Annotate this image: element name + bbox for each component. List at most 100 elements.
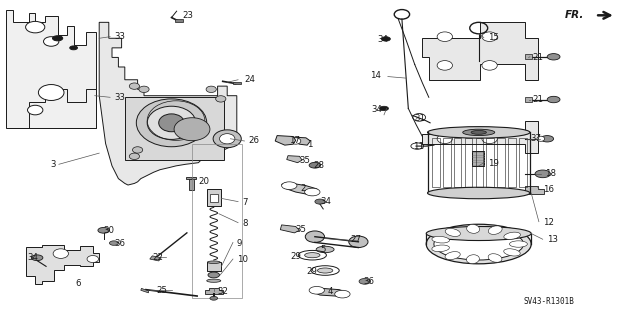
Ellipse shape bbox=[467, 225, 479, 233]
Text: 36: 36 bbox=[114, 239, 125, 248]
Bar bbox=[186, 177, 196, 179]
Ellipse shape bbox=[380, 106, 388, 111]
Bar bbox=[210, 194, 218, 202]
Text: 36: 36 bbox=[364, 277, 374, 286]
Ellipse shape bbox=[129, 153, 140, 160]
Bar bbox=[192, 144, 242, 298]
Text: 1: 1 bbox=[307, 140, 313, 149]
Ellipse shape bbox=[482, 61, 497, 70]
Ellipse shape bbox=[53, 249, 68, 258]
Ellipse shape bbox=[445, 252, 460, 260]
Ellipse shape bbox=[174, 118, 210, 141]
Bar bbox=[525, 54, 532, 59]
Ellipse shape bbox=[305, 188, 320, 196]
Text: 33: 33 bbox=[114, 32, 125, 41]
Ellipse shape bbox=[467, 255, 479, 263]
Ellipse shape bbox=[315, 199, 325, 204]
Text: 33: 33 bbox=[114, 93, 125, 102]
Bar bbox=[432, 138, 440, 187]
Ellipse shape bbox=[537, 136, 545, 141]
Polygon shape bbox=[310, 288, 349, 297]
Polygon shape bbox=[150, 256, 161, 261]
Bar bbox=[465, 138, 472, 187]
Ellipse shape bbox=[305, 231, 324, 242]
Ellipse shape bbox=[109, 241, 118, 245]
Ellipse shape bbox=[52, 36, 63, 41]
Ellipse shape bbox=[132, 147, 143, 153]
Ellipse shape bbox=[359, 278, 371, 284]
Ellipse shape bbox=[309, 286, 324, 294]
Text: 28: 28 bbox=[314, 161, 324, 170]
Ellipse shape bbox=[488, 226, 502, 234]
Ellipse shape bbox=[31, 255, 43, 261]
Bar bbox=[189, 178, 194, 190]
Ellipse shape bbox=[434, 228, 524, 260]
Ellipse shape bbox=[482, 134, 497, 144]
Ellipse shape bbox=[463, 129, 495, 136]
Text: 18: 18 bbox=[545, 169, 556, 178]
Ellipse shape bbox=[541, 136, 554, 142]
Bar bbox=[508, 138, 516, 187]
Ellipse shape bbox=[335, 290, 350, 298]
Polygon shape bbox=[287, 156, 302, 163]
Polygon shape bbox=[275, 136, 296, 145]
Ellipse shape bbox=[445, 228, 460, 236]
Ellipse shape bbox=[210, 296, 218, 300]
Text: 34: 34 bbox=[378, 35, 388, 44]
Text: 34: 34 bbox=[28, 253, 38, 262]
Ellipse shape bbox=[432, 245, 449, 252]
Polygon shape bbox=[26, 245, 99, 284]
Ellipse shape bbox=[317, 268, 333, 273]
Ellipse shape bbox=[159, 114, 184, 132]
Ellipse shape bbox=[547, 96, 560, 103]
Text: 29: 29 bbox=[290, 252, 301, 261]
Text: 14: 14 bbox=[370, 71, 381, 80]
Bar bbox=[476, 138, 483, 187]
Text: 34: 34 bbox=[372, 105, 383, 114]
Text: 24: 24 bbox=[244, 75, 255, 84]
Bar bbox=[525, 97, 532, 102]
Ellipse shape bbox=[482, 32, 497, 41]
Bar bbox=[233, 82, 241, 84]
Text: SV43-R1301B: SV43-R1301B bbox=[524, 297, 575, 306]
Bar bbox=[454, 138, 461, 187]
Bar bbox=[207, 189, 221, 206]
Ellipse shape bbox=[504, 232, 520, 239]
Text: 6: 6 bbox=[76, 279, 81, 288]
Text: 17: 17 bbox=[289, 137, 300, 145]
Polygon shape bbox=[10, 89, 96, 128]
Ellipse shape bbox=[535, 170, 550, 178]
Polygon shape bbox=[280, 225, 300, 233]
Text: 35: 35 bbox=[300, 156, 310, 165]
Text: 19: 19 bbox=[488, 159, 499, 168]
Ellipse shape bbox=[28, 105, 43, 115]
Text: 34: 34 bbox=[320, 197, 331, 206]
Ellipse shape bbox=[87, 256, 99, 263]
Text: 29: 29 bbox=[306, 267, 317, 276]
Ellipse shape bbox=[349, 236, 368, 248]
Bar bbox=[486, 138, 494, 187]
Ellipse shape bbox=[44, 37, 59, 46]
Polygon shape bbox=[6, 10, 96, 128]
Text: 4: 4 bbox=[328, 287, 333, 296]
Ellipse shape bbox=[437, 32, 452, 41]
Text: 13: 13 bbox=[547, 235, 558, 244]
Text: 9: 9 bbox=[237, 239, 242, 248]
Ellipse shape bbox=[509, 241, 527, 247]
Ellipse shape bbox=[207, 261, 220, 263]
Text: 31: 31 bbox=[415, 114, 426, 123]
Bar bbox=[207, 262, 221, 271]
Bar bbox=[443, 138, 451, 187]
Text: 5: 5 bbox=[320, 245, 326, 254]
Ellipse shape bbox=[147, 106, 196, 139]
Text: FR.: FR. bbox=[564, 10, 584, 20]
Text: 30: 30 bbox=[104, 226, 115, 235]
Ellipse shape bbox=[282, 182, 297, 189]
Text: 22: 22 bbox=[152, 253, 163, 262]
Ellipse shape bbox=[26, 21, 45, 33]
Ellipse shape bbox=[305, 253, 320, 258]
Text: 12: 12 bbox=[543, 218, 554, 227]
Text: 21: 21 bbox=[532, 95, 543, 104]
Text: 27: 27 bbox=[351, 235, 362, 244]
Ellipse shape bbox=[309, 162, 321, 168]
